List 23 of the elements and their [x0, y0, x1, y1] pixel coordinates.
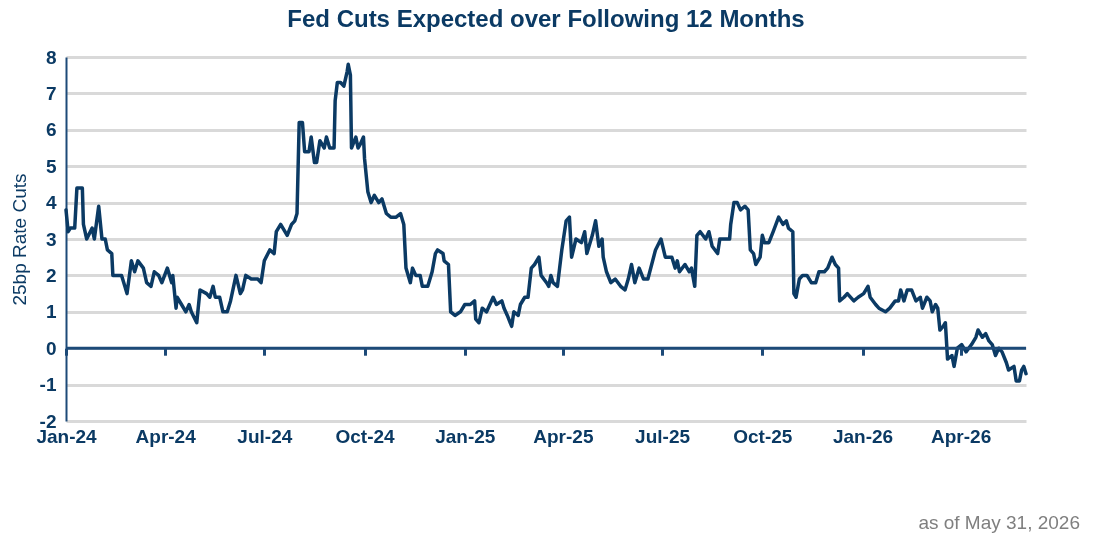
y-tick-label: 2 [45, 264, 57, 286]
y-tick-label: 3 [45, 228, 57, 250]
x-tick-label: Oct-25 [733, 425, 793, 447]
line-series [64, 62, 1028, 383]
y-tick-label: -1 [39, 374, 57, 396]
y-axis-title: 25bp Rate Cuts [8, 173, 30, 306]
y-tick-label: 0 [45, 337, 57, 359]
y-tick-label: 5 [45, 155, 57, 177]
text: as of May 31, 2026 [917, 512, 1080, 534]
y-tick-label: 8 [45, 46, 57, 68]
chart-title: Fed Cuts Expected over Following 12 Months [287, 5, 805, 32]
x-tick-label: Apr-26 [931, 425, 992, 447]
x-tick-label: Apr-25 [533, 425, 594, 447]
y-tick-label: 4 [45, 192, 57, 214]
x-tick-label: Apr-24 [135, 425, 197, 447]
y-tick-label: 6 [45, 119, 57, 141]
x-tick-label: Jan-25 [435, 425, 496, 447]
x-tick-label: Jul-24 [237, 425, 293, 447]
y-tick-label: 7 [45, 82, 57, 104]
y-tick-label: 1 [45, 301, 57, 323]
x-tick-label: Jul-25 [635, 425, 691, 447]
x-tick-label: Jan-26 [832, 425, 894, 447]
x-tick-label: Oct-24 [335, 425, 396, 447]
